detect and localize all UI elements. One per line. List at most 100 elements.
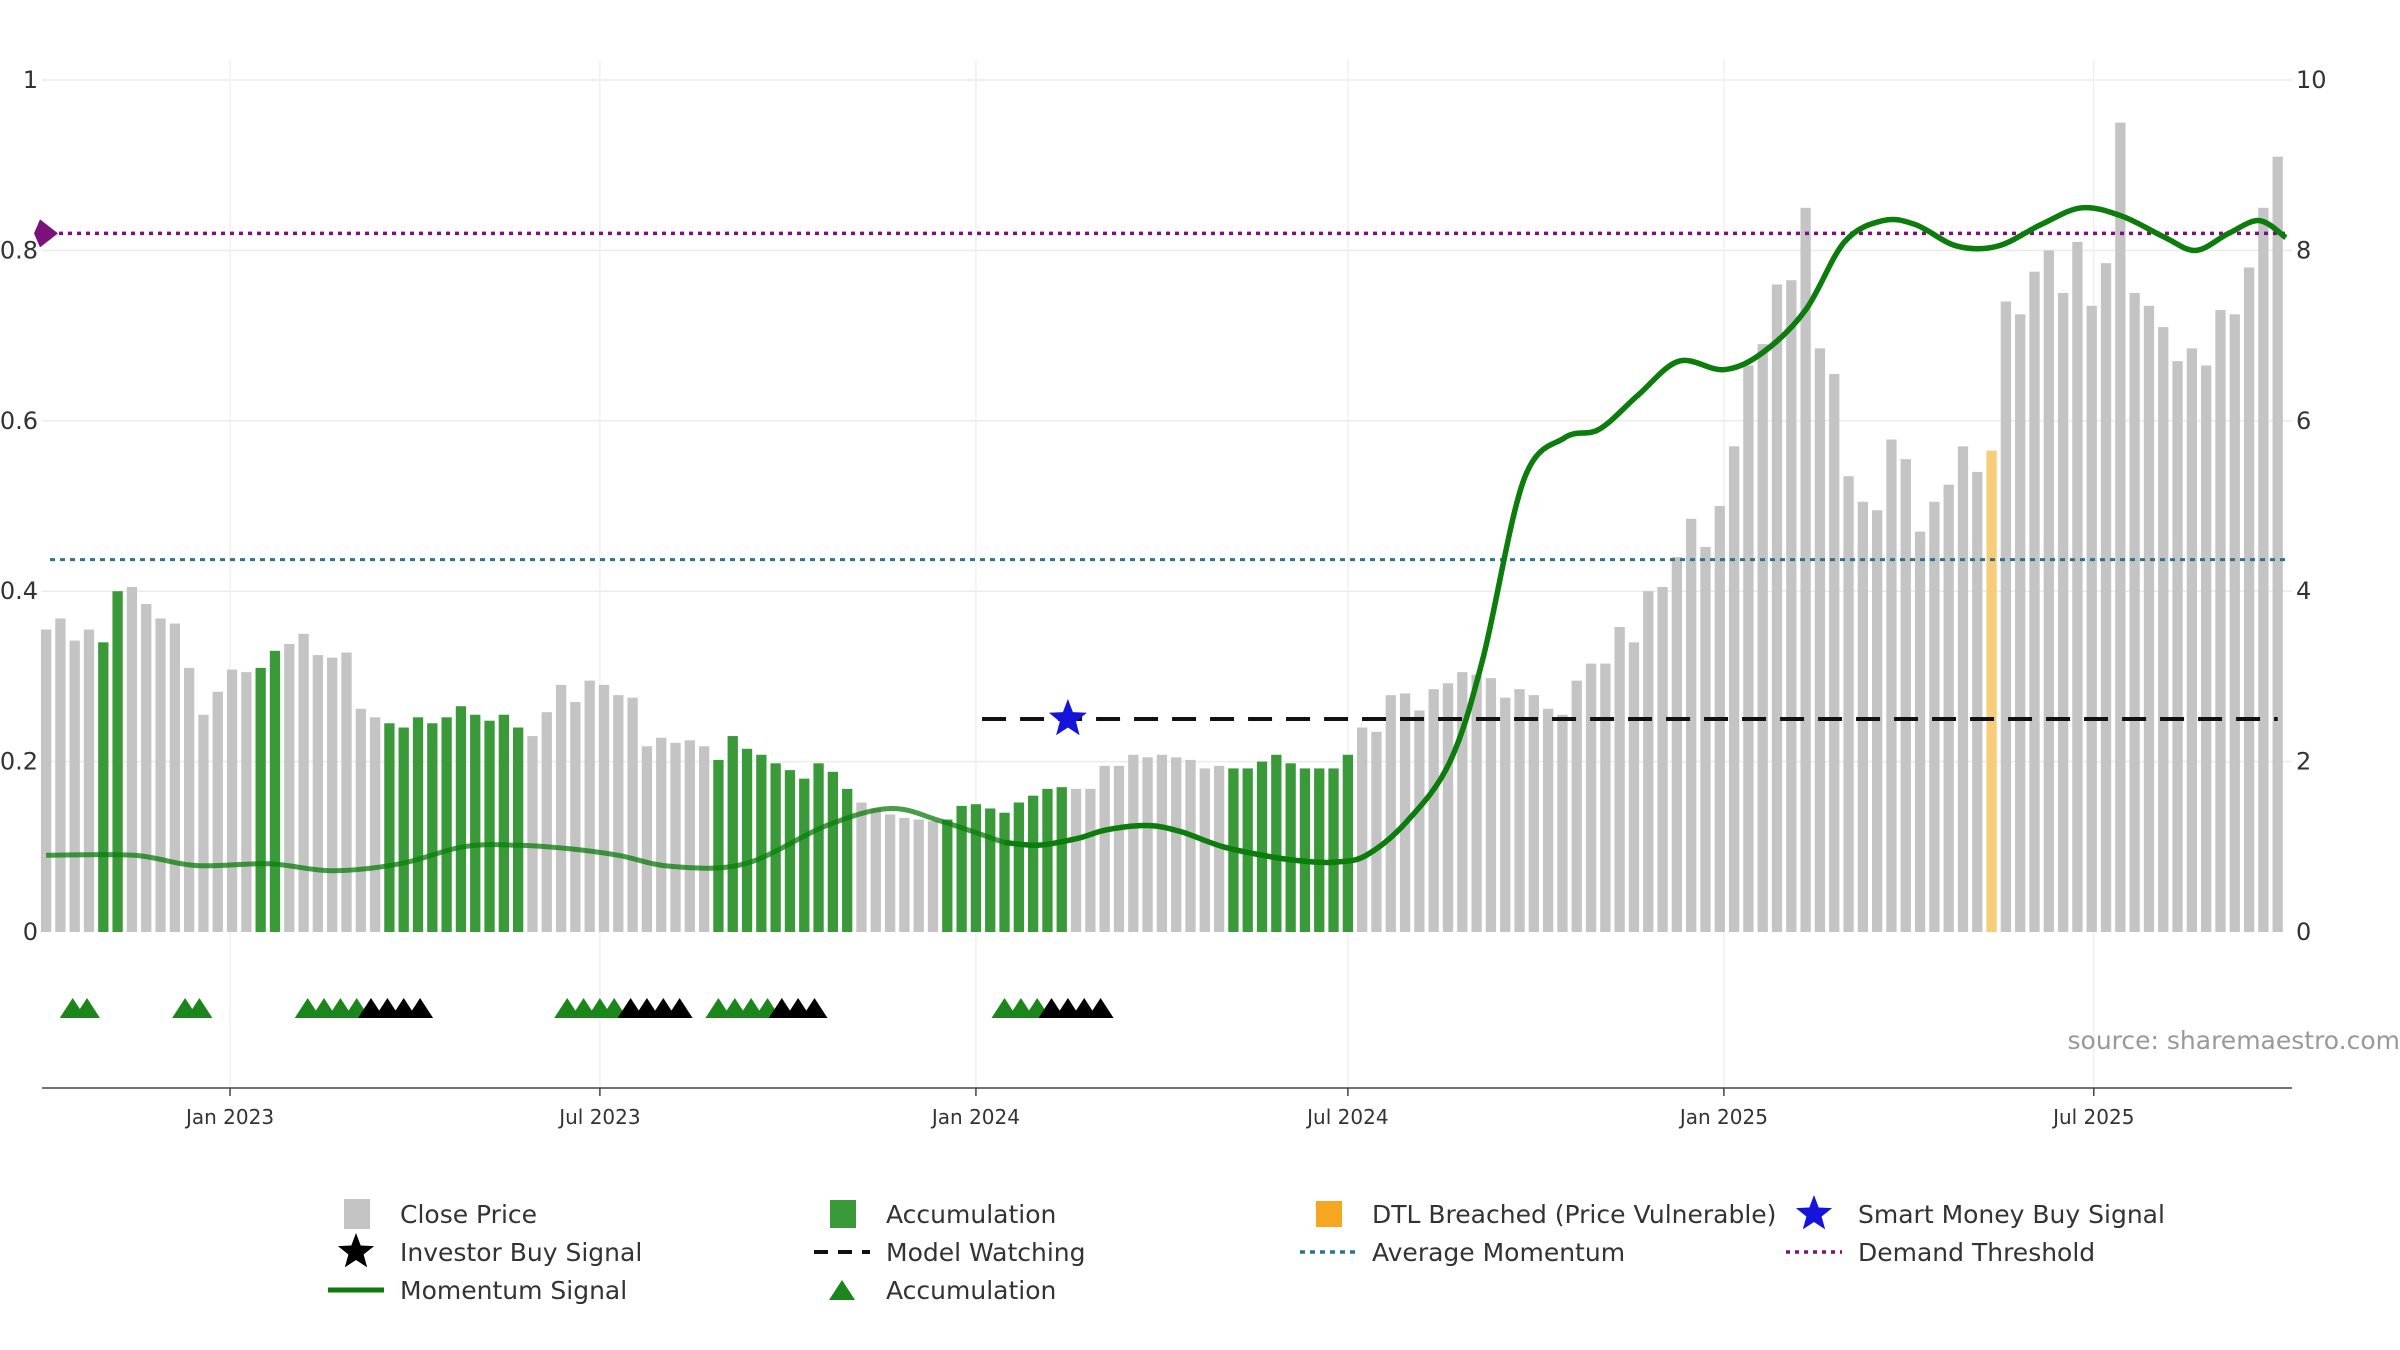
close-price-bar [2072,241,2083,932]
close-price-bar [1571,680,1582,932]
close-price-bar [1800,207,1811,933]
close-price-bar [1442,683,1454,932]
close-price-bar [312,655,324,932]
close-price-bar [1528,695,1539,932]
close-price-bar [241,672,252,932]
x-tick-label: Jul 2024 [1305,1105,1388,1129]
close-price-bar [1686,518,1697,932]
close-price-bar [2115,122,2126,933]
close-price-bar [1128,754,1139,932]
accumulation-bar [756,754,767,932]
x-tick-label: Jul 2023 [557,1105,640,1129]
legend-label: DTL Breached (Price Vulnerable) [1372,1199,1777,1229]
signal-lines [34,204,2288,874]
close-price-bar [1485,678,1497,932]
accumulation-bar [98,642,109,932]
close-price-bar [1814,348,1826,932]
investor-buy-marker [785,998,812,1018]
legend-label: Momentum Signal [400,1275,628,1305]
close-price-bar [884,814,896,932]
legend-symbol [326,1233,386,1271]
legend-label: Close Price [400,1199,538,1229]
close-price-bar [1471,674,1482,932]
axes: Jan 2023 Jul 2023 Jan 2024 Jul 2024 Jan 2025… [0,66,2327,1129]
accumulation-bar [398,727,409,932]
left-tick-label: 1 [23,66,38,94]
close-price-bar [2272,156,2283,932]
source-note: source: sharemaestro.com [2068,1026,2400,1055]
accumulation-bar [713,759,724,932]
close-price-bar [2086,305,2097,932]
dtl-breached-bar [1986,450,1997,932]
accumulation-bar [1285,763,1296,932]
demand-threshold-marker [34,219,58,248]
accumulation-marker [721,998,748,1018]
legend-item-smart: Smart Money Buy Signal [1784,1195,2165,1233]
accumulation-bar [1256,761,1268,932]
accumulation-marker [186,998,213,1018]
legend-symbol [1298,1233,1358,1271]
accumulation-bar [942,819,953,932]
close-price-bar [55,618,66,932]
close-price-bar [1399,693,1411,932]
investor-buy-marker [633,998,660,1018]
investor-buy-marker [1054,998,1081,1018]
close-price-bar [555,684,567,932]
close-price-bar [1156,754,1168,932]
close-price-bar [1428,689,1439,932]
investor-buy-marker [650,998,677,1018]
close-price-bar [198,714,209,932]
accumulation-bar [813,763,824,932]
accumulation-bar [1328,768,1339,932]
close-price-bar [1500,697,1511,932]
legend-item-momentum: Momentum Signal [326,1271,627,1309]
accumulation-bar [727,736,738,932]
investor-buy-marker [768,998,795,1018]
close-price-bar [570,701,581,932]
close-price-bar [1643,591,1654,932]
close-price-bar [1614,626,1625,932]
close-price-bar [1070,788,1082,932]
legend-item-close: Close Price [326,1195,537,1233]
accumulation-marker [705,998,732,1018]
close-price-bar [1671,557,1683,932]
close-price-bar [2158,327,2169,933]
close-price-bar [899,817,910,932]
left-tick-label: 0.4 [0,577,38,605]
close-price-bar [1628,642,1640,932]
legend-label: Investor Buy Signal [400,1237,643,1267]
close-price-bar [2172,361,2183,932]
legend-item-demand: Demand Threshold [1784,1233,2095,1271]
accumulation-bar [1314,768,1325,932]
close-price-bar [670,742,681,932]
accumulation-bar [384,723,395,932]
close-price-bar [341,652,352,932]
close-price-bar [1657,586,1668,932]
signal-markers [59,699,1114,1018]
right-tick-label: 8 [2296,236,2311,264]
close-price-bar [1957,446,1969,932]
close-price-bar [2229,314,2240,932]
close-price-bar [298,633,309,932]
accumulation-bar [956,805,967,932]
close-price-bar [169,623,180,932]
accumulation-bar [1271,754,1282,932]
close-price-bar [1142,757,1153,932]
close-price-bar [1199,768,1210,932]
accumulation-bar [770,763,781,932]
close-price-bar [355,708,366,932]
accumulation-bar [112,591,123,932]
accumulation-bar [970,804,982,932]
momentum-signal-line-early [46,805,1006,874]
close-price-bar [627,697,638,932]
close-price-bar [1099,765,1110,932]
accumulation-marker [991,998,1018,1018]
close-price-bar [1857,501,1868,932]
close-price-bar [1557,714,1568,932]
x-tick-label: Jan 2025 [1678,1105,1768,1129]
accumulation-marker [327,998,354,1018]
left-tick-label: 0 [23,918,38,946]
accumulation-bar [1013,802,1024,932]
right-tick-label: 4 [2296,577,2311,605]
close-price-bar [1943,484,1954,932]
